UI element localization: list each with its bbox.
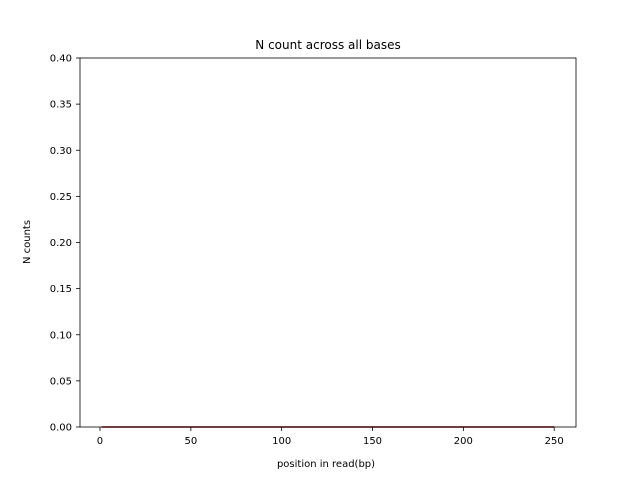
x-tick-label: 100 [272, 436, 291, 447]
y-tick-label: 0.40 [50, 54, 72, 65]
x-tick-label: 0 [97, 436, 103, 447]
y-axis-label: N counts [22, 220, 33, 264]
y-tick-label: 0.15 [50, 284, 72, 295]
y-tick-label: 0.35 [50, 100, 72, 111]
x-tick-label: 200 [454, 436, 473, 447]
y-tick-label: 0.30 [50, 146, 72, 157]
x-axis-label: position in read(bp) [277, 459, 375, 470]
plot-frame [79, 57, 577, 428]
y-axis: 0.00 0.05 0.10 0.15 0.20 0.25 0.30 0.35 0.40 [50, 54, 80, 434]
x-tick-label: 250 [545, 436, 564, 447]
y-tick-label: 0.25 [50, 192, 72, 203]
y-tick-label: 0.20 [50, 238, 72, 249]
y-tick-label: 0.05 [50, 376, 72, 387]
x-axis: 0 50 100 150 200 250 [97, 427, 564, 447]
y-tick-label: 0.00 [50, 423, 72, 434]
x-tick-label: 150 [363, 436, 382, 447]
y-tick-label: 0.10 [50, 330, 72, 341]
x-tick-label: 50 [184, 436, 197, 447]
chart-title: N count across all bases [255, 38, 400, 52]
